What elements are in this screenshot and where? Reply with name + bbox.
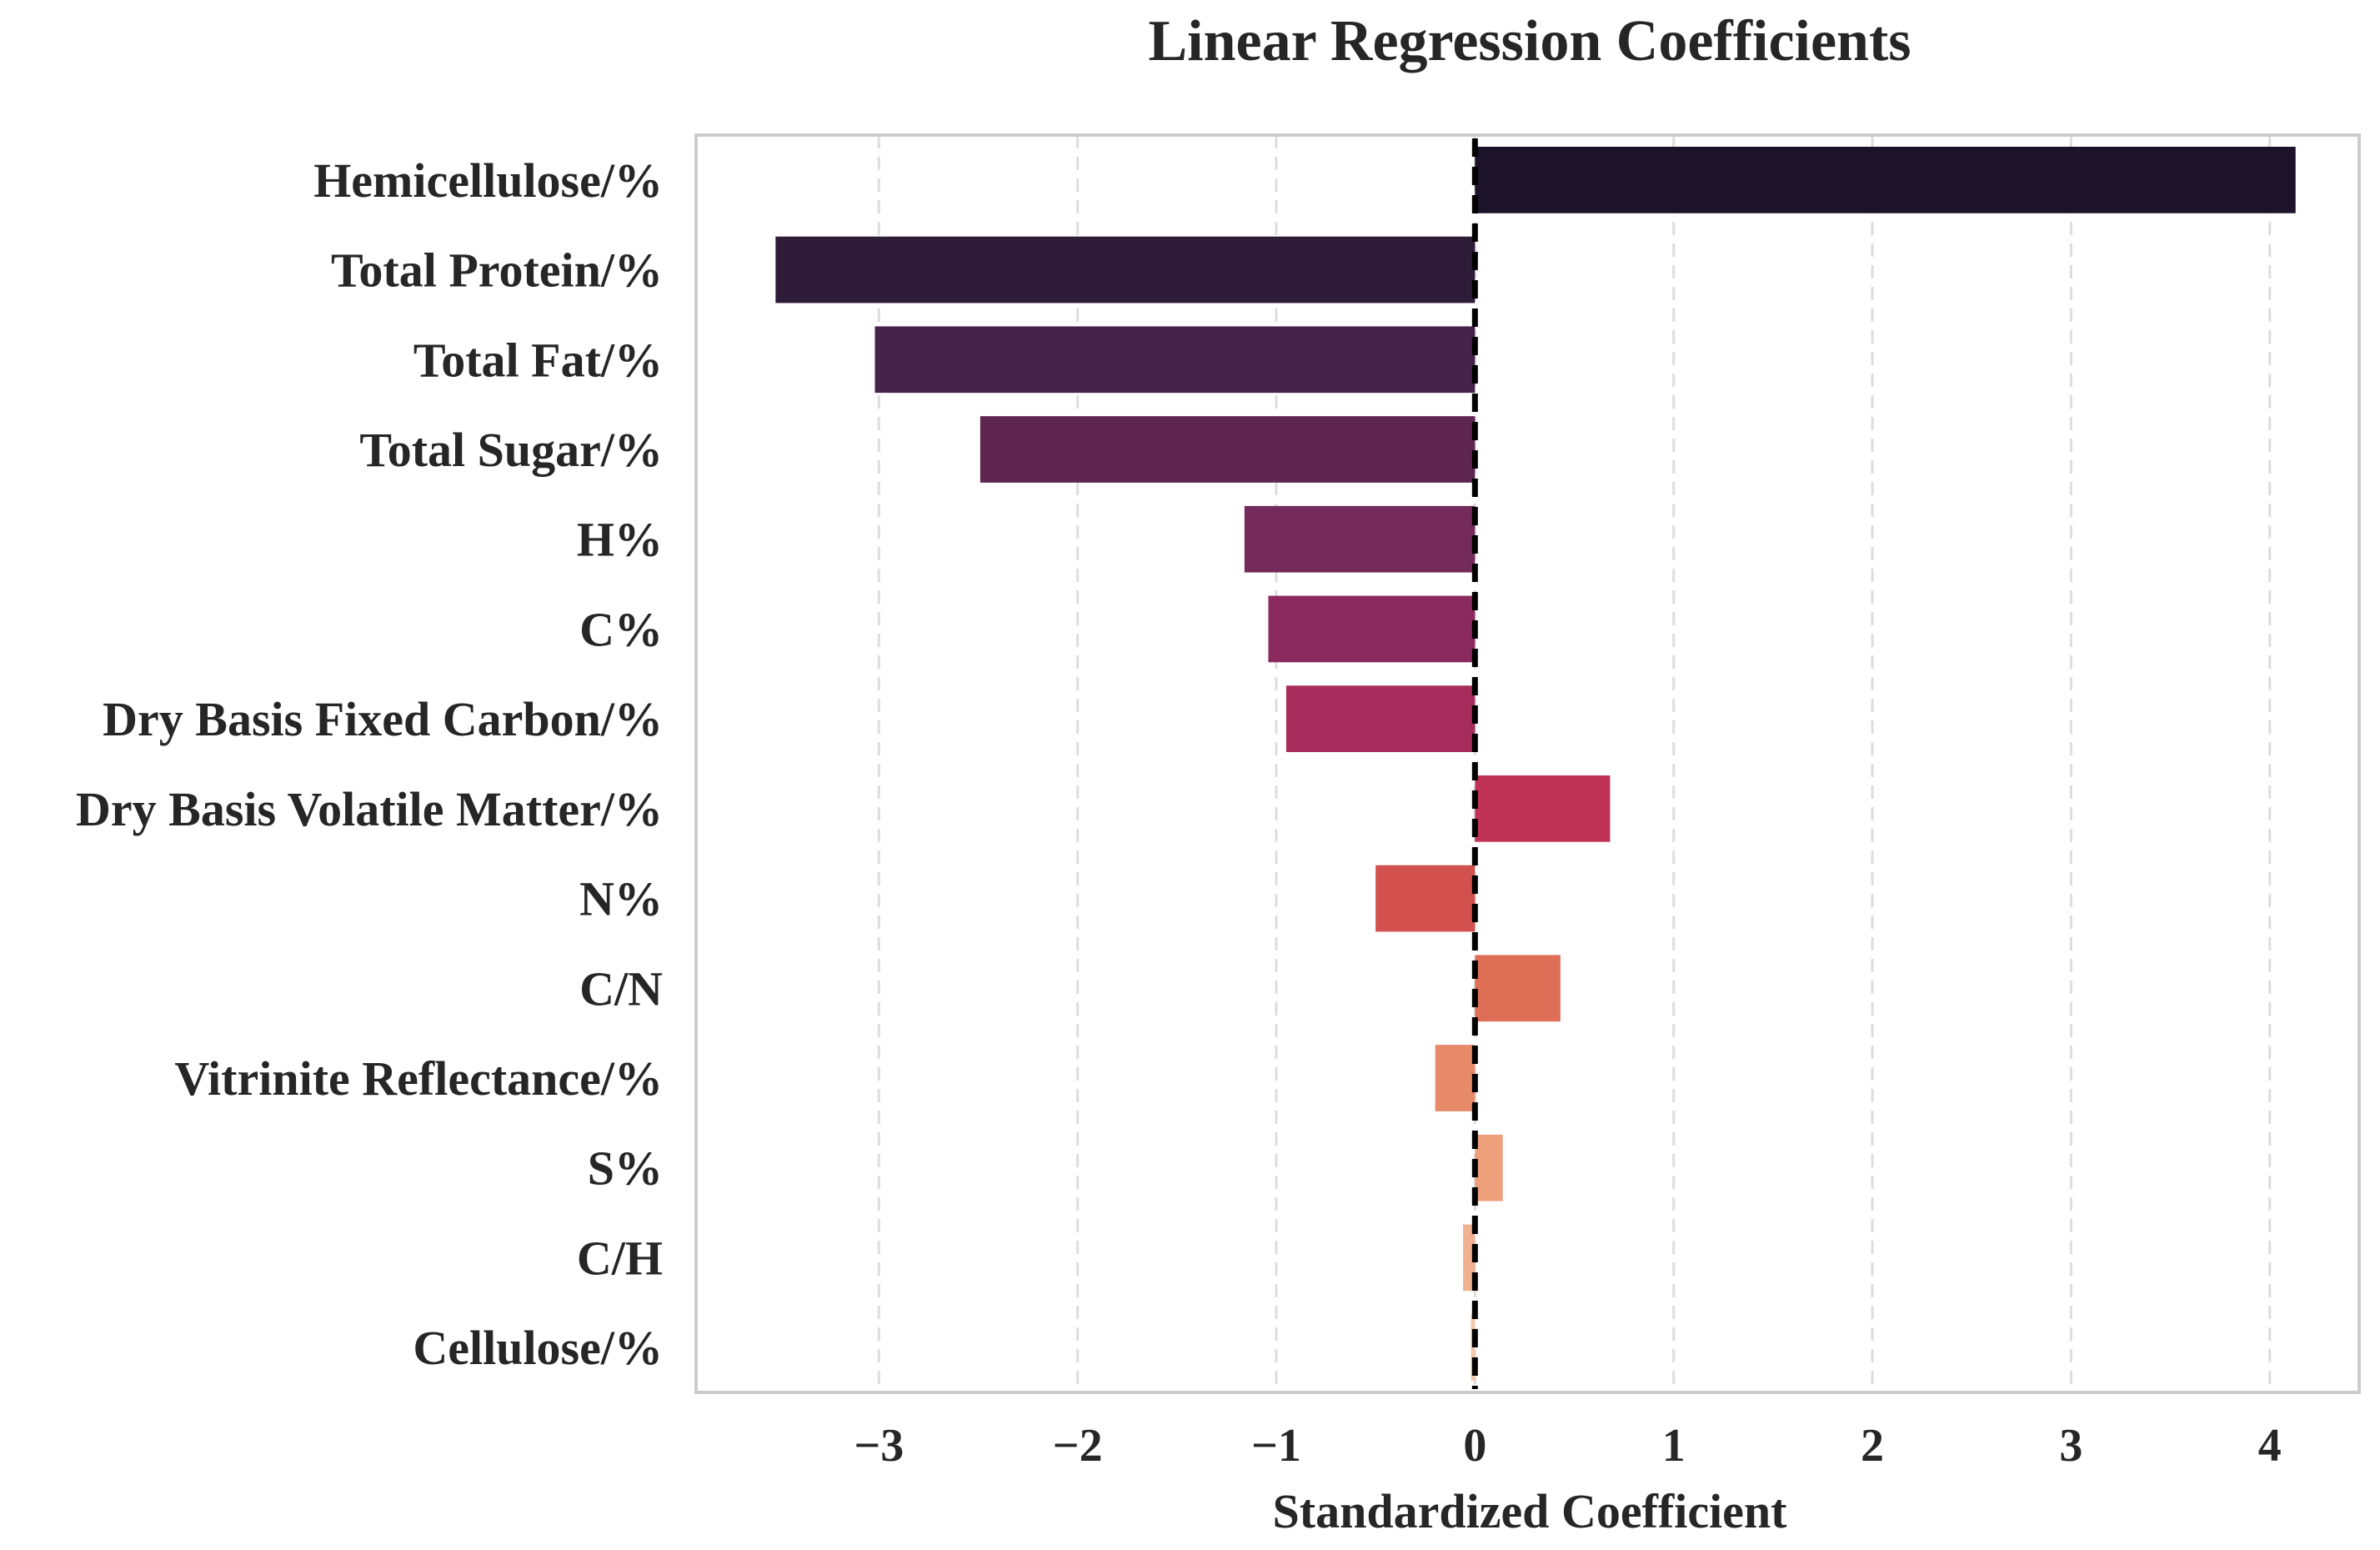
bar [874, 326, 1476, 394]
category-label: N% [579, 872, 663, 926]
x-tick-label: −2 [1053, 1420, 1103, 1472]
bar [1285, 685, 1476, 752]
category-label: Total Sugar/% [359, 423, 663, 477]
bar [1475, 147, 2296, 213]
bar [1268, 595, 1476, 663]
category-label: C% [579, 602, 663, 656]
category-label: S% [588, 1141, 663, 1196]
category-label: Hemicellulose/% [313, 153, 663, 208]
bar [1375, 865, 1476, 932]
bar [1475, 1134, 1503, 1201]
plot-area-frame [694, 133, 2361, 1394]
chart-title: Linear Regression Coefficients [1148, 9, 1911, 73]
bar [1244, 505, 1476, 573]
bar [1471, 1314, 1476, 1381]
grid-lines [877, 135, 2272, 1392]
x-tick-label: 4 [2258, 1420, 2282, 1472]
category-label: Cellulose/% [413, 1321, 663, 1375]
x-axis-label: Standardized Coefficient [1273, 1484, 1788, 1538]
bar [1475, 775, 1611, 842]
x-tick-label: 1 [1662, 1420, 1686, 1472]
x-tick-label: 2 [1861, 1420, 1884, 1472]
bar [1463, 1224, 1476, 1292]
category-labels: Hemicellulose/% Total Protein/% Total Fat/… [76, 153, 663, 1375]
category-label: C/N [579, 961, 663, 1016]
category-label: Total Protein/% [331, 243, 663, 298]
category-label: Dry Basis Fixed Carbon/% [103, 692, 663, 746]
x-tick-label: 3 [2059, 1420, 2082, 1472]
x-tick-labels: −3 −2 −1 0 1 2 3 4 [854, 1420, 2281, 1472]
bar [1475, 955, 1561, 1022]
bar [980, 416, 1476, 483]
x-tick-label: 0 [1463, 1420, 1486, 1472]
category-label: Total Fat/% [413, 333, 663, 387]
x-tick-label: −1 [1251, 1420, 1301, 1472]
bars [775, 147, 2296, 1381]
category-label: Vitrinite Reflectance/% [174, 1051, 663, 1106]
x-tick-label: −3 [854, 1420, 904, 1472]
category-label: C/H [577, 1231, 663, 1285]
bar [775, 236, 1476, 303]
bar [1435, 1045, 1476, 1111]
category-label: H% [577, 513, 663, 567]
category-label: Dry Basis Volatile Matter/% [76, 782, 663, 836]
